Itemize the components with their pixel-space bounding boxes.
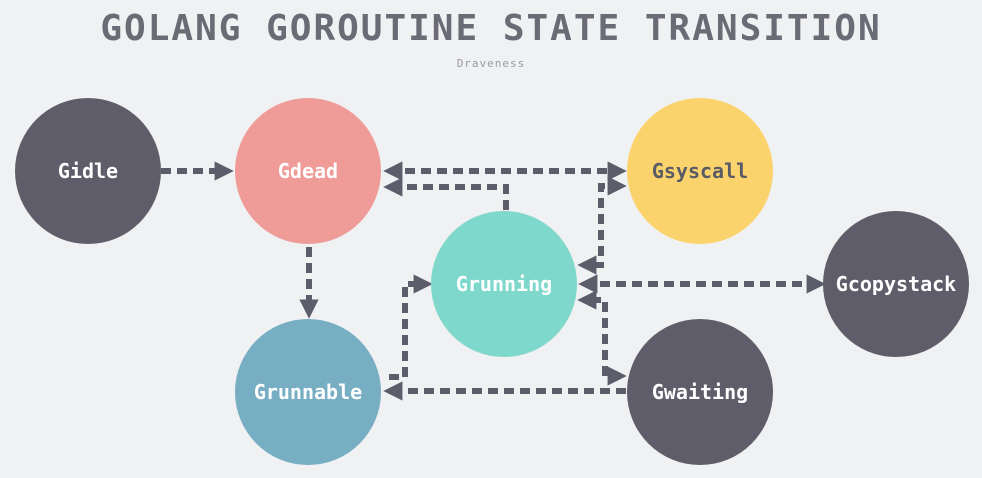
edge-gsyscall-grunning [577,176,627,275]
node-grunnable: Grunnable [235,319,381,465]
node-grunning: Grunning [431,211,577,357]
edge-grunnable-to-grunning [389,274,433,380]
node-gwaiting-label: Gwaiting [652,380,748,404]
node-gsyscall: Gsyscall [627,98,773,244]
node-gcopystack: Gcopystack [823,211,969,357]
node-gdead-circle [235,98,381,244]
node-grunnable-circle [235,319,381,465]
node-grunning-circle [431,211,577,357]
node-gdead: Gdead [235,98,381,244]
node-grunning-label: Grunning [456,272,552,296]
node-gcopystack-label: Gcopystack [836,272,956,296]
node-grunnable-label: Grunnable [254,380,362,404]
edge-gwaiting-grunning [577,290,627,386]
node-gdead-label: Gdead [278,159,338,183]
node-gwaiting-circle [627,319,773,465]
node-gidle: Gidle [15,98,161,244]
diagram-title: GOLANG GOROUTINE STATE TRANSITION [100,8,882,49]
edge-grunning-to-gdead [383,177,509,210]
diagram-author: Draveness [456,57,526,70]
node-gsyscall-circle [627,98,773,244]
node-gsyscall-label: Gsyscall [652,159,748,183]
node-gcopystack-circle [823,211,969,357]
node-gidle-label: Gidle [58,159,118,183]
node-gidle-circle [15,98,161,244]
node-gwaiting: Gwaiting [627,319,773,465]
